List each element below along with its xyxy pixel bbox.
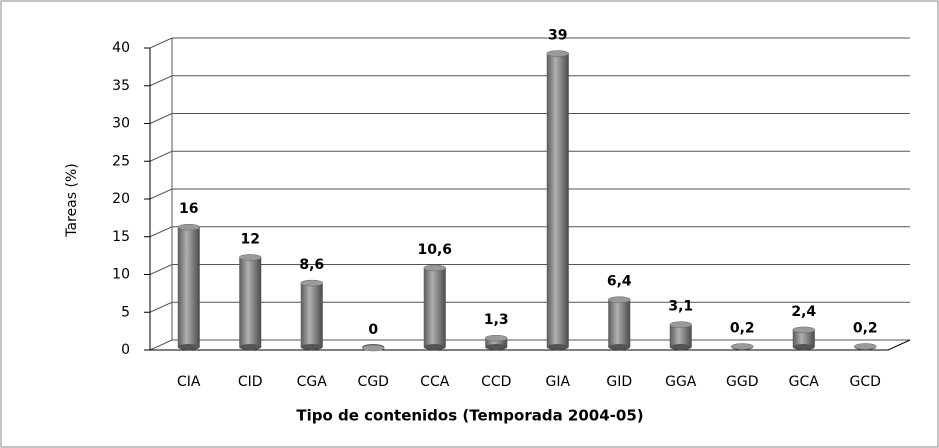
value-label: 6,4 [607, 274, 632, 290]
y-tick-label: 25 [112, 153, 130, 169]
bar-base [485, 344, 508, 350]
bar-top [546, 50, 569, 57]
value-label: 2,4 [791, 304, 816, 320]
x-tick-label: CID [238, 374, 263, 390]
bar-base [300, 344, 323, 350]
y-tick-label: 30 [112, 116, 130, 132]
value-label: 39 [548, 28, 567, 44]
value-label: 16 [179, 201, 198, 217]
y-tick-label: 20 [112, 191, 130, 207]
x-tick-label: CGA [297, 374, 328, 390]
y-tick-label: 0 [121, 342, 130, 358]
bar-base [177, 344, 200, 350]
x-tick-label: GCD [850, 374, 881, 390]
x-tick-label: CCA [420, 374, 450, 390]
x-tick-label: GGA [665, 374, 697, 390]
x-tick-label: CGD [358, 374, 389, 390]
x-tick-label: CCD [481, 374, 511, 390]
value-label: 0,2 [853, 320, 878, 336]
y-tick-label: 35 [112, 78, 130, 94]
bar-top [300, 279, 323, 287]
bar-base [792, 344, 815, 350]
bar [669, 324, 692, 347]
bar [423, 267, 446, 347]
value-label: 12 [241, 231, 260, 247]
y-tick-label: 10 [112, 267, 130, 283]
bar-base [546, 344, 569, 350]
x-axis-title: Tipo de contenidos (Temporada 2004-05) [296, 407, 643, 425]
floor [150, 339, 911, 351]
bar-top [731, 343, 754, 350]
bar [177, 227, 200, 347]
value-label: 0 [368, 322, 378, 338]
bar-base [239, 344, 262, 350]
value-label: 0,2 [730, 320, 755, 336]
bar [300, 283, 323, 347]
value-label: 8,6 [299, 257, 324, 273]
bar-top [792, 326, 815, 334]
bar [239, 257, 262, 347]
y-tick-label: 5 [121, 304, 130, 320]
y-tick-label: 15 [112, 229, 130, 245]
y-tick-label: 40 [112, 40, 130, 56]
x-tick-label: GCA [789, 374, 820, 390]
bar [546, 53, 569, 348]
y-axis-title: Tareas (%) [64, 163, 80, 237]
bar-top [608, 296, 631, 303]
x-tick-label: GIA [545, 374, 570, 390]
bar-top [177, 223, 200, 231]
value-label: 1,3 [484, 312, 509, 328]
x-tick-label: GGD [726, 374, 758, 390]
x-tick-label: GID [606, 374, 632, 390]
bar-base [669, 344, 692, 350]
bar-top [362, 344, 385, 352]
bar [485, 338, 508, 347]
bar-base [423, 344, 446, 350]
bar-top [854, 343, 877, 350]
bar [792, 329, 815, 347]
bar-top [669, 321, 692, 328]
value-label: 3,1 [668, 299, 693, 315]
x-tick-label: CIA [177, 374, 201, 390]
bar [608, 299, 631, 347]
bar-top [423, 264, 446, 272]
bar-top [239, 254, 262, 261]
value-label: 10,6 [417, 242, 452, 258]
bar-base [608, 344, 631, 350]
bar-top [485, 334, 508, 342]
